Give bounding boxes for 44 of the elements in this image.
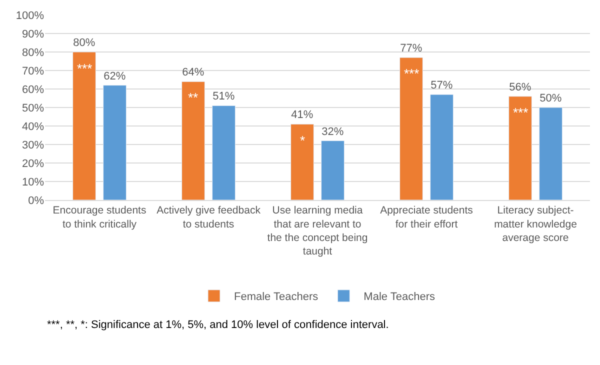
y-tick-label: 20% (22, 158, 44, 170)
data-label: 56% (509, 81, 532, 94)
x-tick-label: Use learning media that are relevant to the the concept being taught (267, 204, 368, 258)
y-tick-label: 70% (22, 65, 44, 78)
annotation: *** (513, 105, 528, 120)
bar (103, 85, 126, 200)
legend-label: Male Teachers (364, 291, 436, 304)
y-tick-label: 60% (22, 84, 44, 96)
x-tick-label: Encourage students to think critically (52, 204, 146, 230)
text: ***, **, *: Significance at 1%, 5%, and 10% level of confidence interval. (47, 319, 389, 331)
bar (400, 57, 423, 200)
bar (430, 94, 454, 200)
data-label: 50% (540, 92, 562, 104)
bar (212, 105, 236, 200)
y-tick-label: 50% (22, 102, 44, 114)
y-tick-label: 30% (22, 139, 44, 152)
bar (508, 96, 532, 200)
bar (182, 81, 205, 200)
y-tick-label: 0% (28, 194, 44, 207)
legend-label: Female Teachers (234, 291, 319, 304)
data-label: 32% (322, 126, 344, 138)
data-label: 62% (104, 70, 126, 82)
x-tick-label: Literacy subject- matter knowledge average score (494, 204, 578, 244)
data-label: 57% (430, 80, 453, 92)
data-label: 41% (291, 109, 314, 122)
data-label: 77% (400, 42, 422, 55)
bar (321, 140, 344, 200)
annotation: * (300, 133, 306, 148)
y-tick-label: 80% (22, 46, 44, 59)
y-tick-label: 100% (16, 10, 44, 22)
bar (290, 124, 314, 200)
y-tick-label: 40% (22, 120, 44, 133)
y-tick-label: 90% (22, 28, 44, 40)
data-label: 64% (182, 66, 204, 79)
x-tick-label: Appreciate students for their effort (380, 204, 473, 230)
y-tick-label: 10% (22, 176, 44, 188)
annotation: *** (404, 66, 420, 81)
bar (539, 107, 562, 200)
data-label: 51% (212, 90, 235, 103)
bar (72, 52, 96, 200)
data-label: 80% (73, 37, 96, 49)
annotation: *** (77, 61, 92, 76)
x-tick-label: Actively give feedback to students (156, 204, 262, 230)
annotation: ** (188, 90, 198, 105)
